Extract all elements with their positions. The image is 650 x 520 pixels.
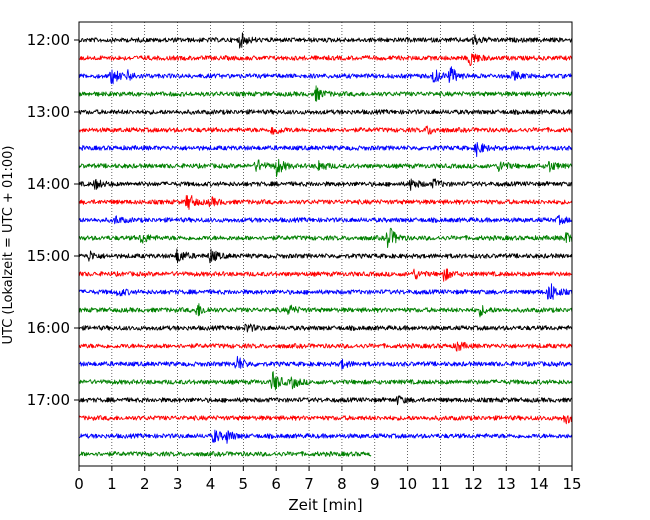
trace-15:45 [78,303,573,318]
x-tick-label-2: 2 [140,475,150,493]
x-tick-label-6: 6 [271,475,281,493]
trace-13:15 [78,125,572,135]
trace-16:45 [78,371,573,391]
trace-17:45 [78,451,372,457]
trace-17:15 [78,415,573,425]
trace-14:30 [78,214,573,226]
seismic-traces [78,32,573,457]
trace-17:30 [78,429,573,444]
trace-14:45 [78,227,573,249]
trace-12:15 [78,53,573,67]
trace-15:30 [78,283,573,300]
x-tick-label-4: 4 [206,475,216,493]
x-axis-ticks: 0 1 2 3 4 5 6 7 8 9 10 11 12 13 14 15 [74,466,582,493]
x-tick-label-9: 9 [370,475,380,493]
x-tick-label-10: 10 [398,475,417,493]
trace-12:00 [78,32,573,49]
x-tick-label-8: 8 [337,475,347,493]
y-axis-label: UTC (Lokalzeit = UTC + 01:00) [1,146,16,345]
x-tick-label-0: 0 [74,475,84,493]
trace-12:30 [78,66,573,85]
trace-15:15 [78,268,573,282]
x-tick-label-5: 5 [239,475,249,493]
trace-16:30 [78,355,573,370]
vertical-gridlines [111,22,540,466]
y-tick-label-16:00: 16:00 [27,319,70,337]
x-tick-label-12: 12 [464,475,483,493]
trace-13:45 [78,158,573,178]
y-axis-ticks: 12:00 13:00 14:00 15:00 16:00 17:00 [27,31,79,409]
y-tick-label-12:00: 12:00 [27,31,70,49]
plot-area-frame [78,21,573,467]
y-tick-label-17:00: 17:00 [27,391,70,409]
trace-13:00 [78,109,573,115]
y-tick-label-13:00: 13:00 [27,103,70,121]
trace-14:00 [78,178,573,191]
x-tick-label-3: 3 [173,475,183,493]
y-tick-label-14:00: 14:00 [27,175,70,193]
y-tick-label-15:00: 15:00 [27,247,70,265]
x-tick-label-14: 14 [530,475,549,493]
x-tick-label-7: 7 [304,475,314,493]
x-tick-label-11: 11 [431,475,450,493]
x-tick-label-13: 13 [497,475,516,493]
trace-14:15 [78,194,573,210]
trace-16:00 [78,323,573,333]
trace-13:30 [78,142,573,158]
trace-16:15 [78,341,573,352]
x-axis-label: Zeit [min] [288,496,362,514]
x-tick-label-15: 15 [562,475,581,493]
trace-15:00 [78,248,573,264]
trace-12:45 [78,85,573,102]
trace-17:00 [78,395,573,406]
x-tick-label-1: 1 [107,475,117,493]
